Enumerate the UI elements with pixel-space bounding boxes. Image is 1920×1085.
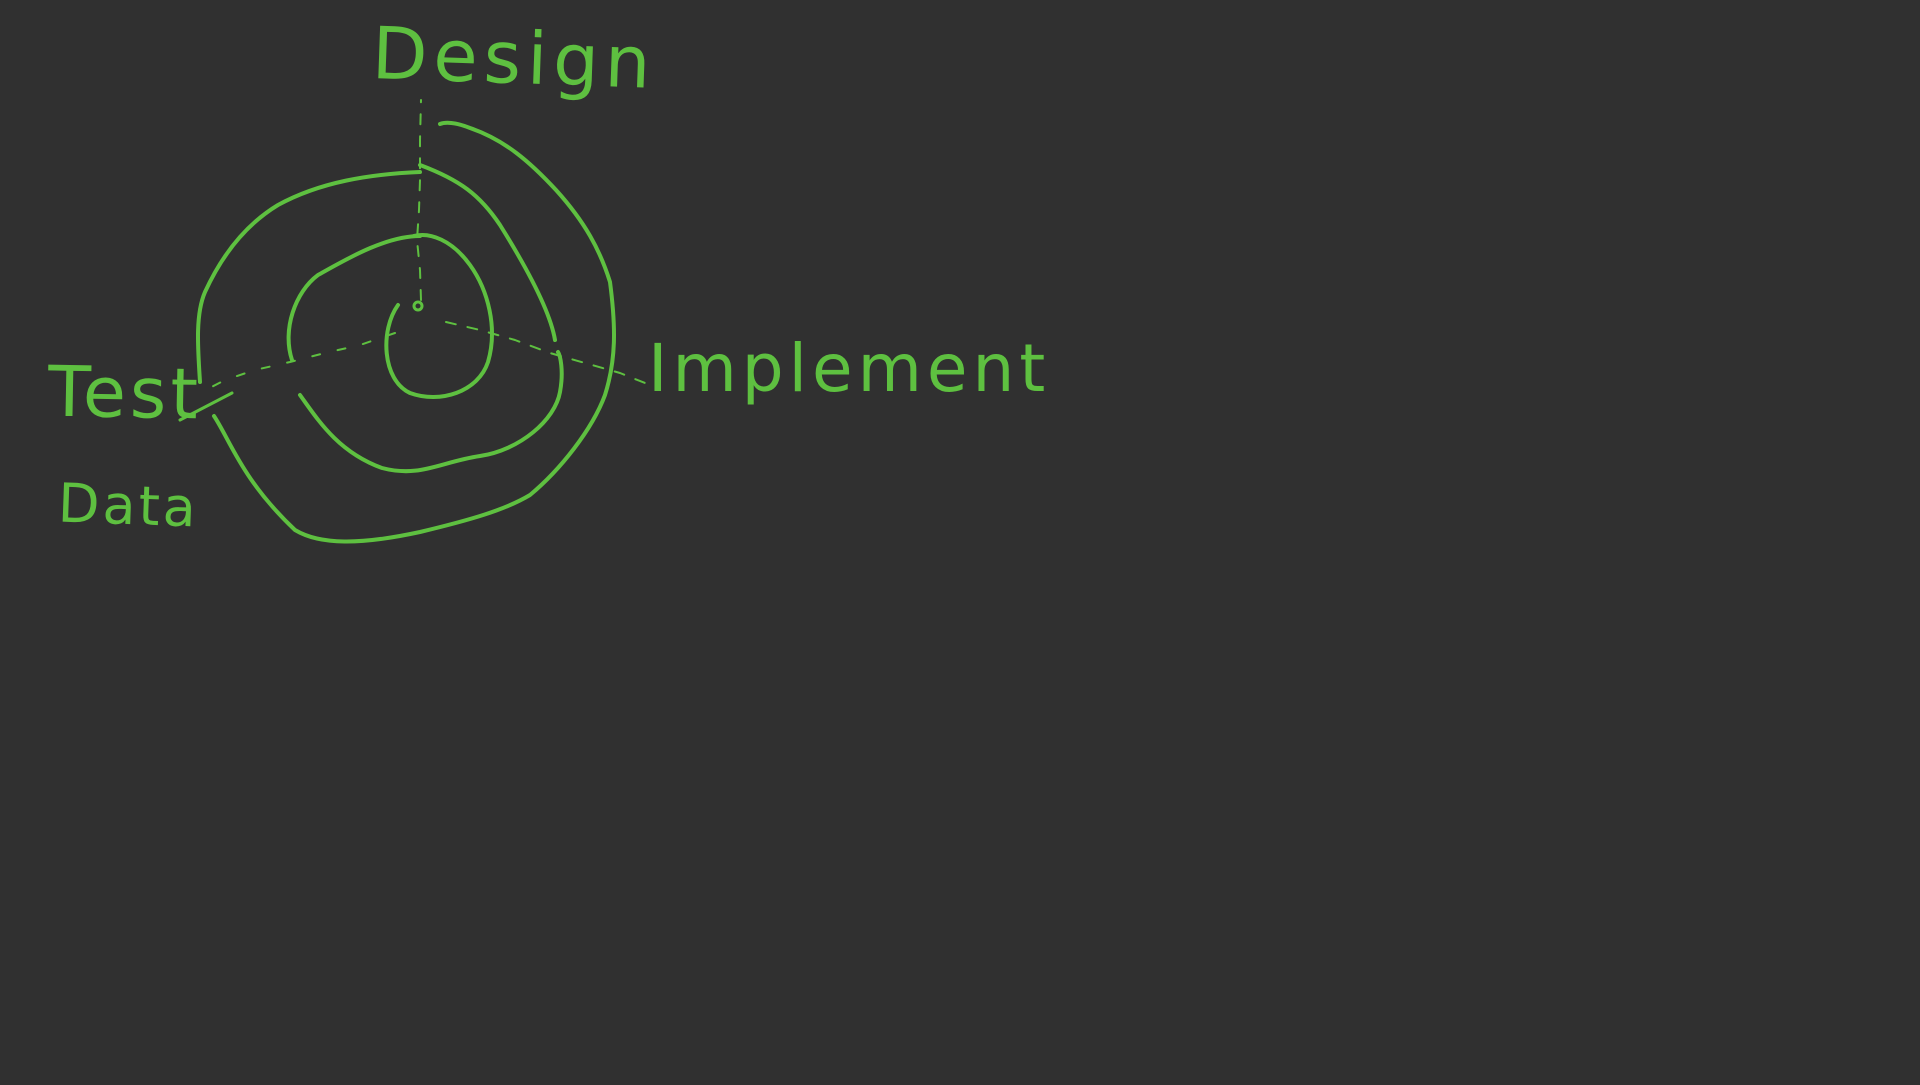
spiral-outer-loop <box>196 120 616 544</box>
test-connector-stroke <box>178 391 234 422</box>
guide-line-to-test <box>199 332 396 394</box>
implement-label: Implement <box>648 330 1051 407</box>
test-label: Test <box>47 350 203 436</box>
ink-strokes <box>178 99 646 544</box>
spiral-inner-loop <box>384 233 494 399</box>
spiral-center-dot <box>412 300 424 312</box>
guide-line-to-design <box>416 99 422 301</box>
guide-line-to-implement <box>445 321 646 384</box>
spiral-middle-loop <box>286 163 564 474</box>
design-label: Design <box>370 11 658 105</box>
data-label: Data <box>56 471 200 540</box>
